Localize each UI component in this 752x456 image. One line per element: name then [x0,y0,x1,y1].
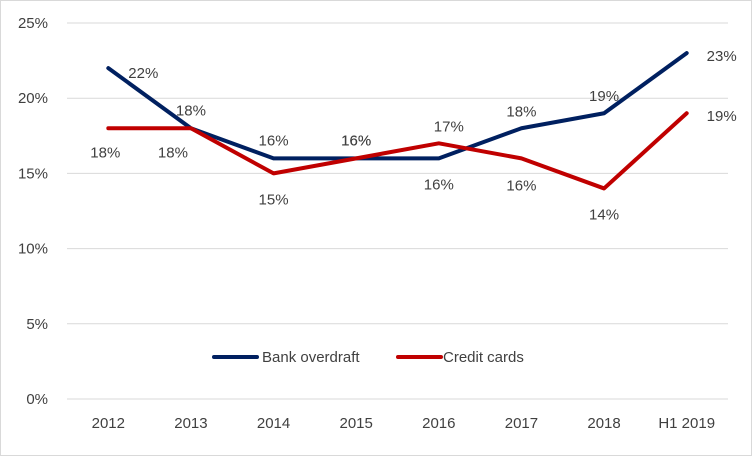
data-label: 16% [259,132,289,149]
legend: Bank overdraft Credit cards [212,349,524,366]
x-tick-label: 2014 [257,415,290,432]
x-tick-label: 2018 [587,415,620,432]
y-axis: 0% 5% 10% 15% 20% 25% [18,15,48,408]
x-tick-label: H1 2019 [658,415,715,432]
data-label: 15% [259,191,289,208]
data-label: 16% [506,177,536,194]
series-line-bank-overdraft [106,51,689,161]
y-tick-label: 5% [26,316,48,333]
legend-label: Bank overdraft [262,349,360,366]
x-tick-label: 2017 [505,415,538,432]
data-label: 19% [707,108,737,125]
data-label: 16% [341,132,371,149]
data-label: 16% [424,176,454,193]
x-tick-label: 2016 [422,415,455,432]
x-tick-label: 2013 [174,415,207,432]
y-tick-label: 10% [18,241,48,258]
y-tick-label: 0% [26,391,48,408]
data-label: 19% [589,88,619,105]
data-label: 17% [434,118,464,135]
x-axis: 2012 2013 2014 2015 2016 2017 2018 H1 2019 [92,415,715,432]
data-labels: 22% 18% 16% 16% 16% 18% 19% 23% 18% 18% 15% 16% 17% 1… [90,48,736,223]
data-label: 18% [506,103,536,120]
y-tick-label: 25% [18,15,48,32]
data-label: 16% [341,132,371,149]
data-label: 18% [176,102,206,119]
data-label: 14% [589,206,619,223]
series-line-credit-cards [106,111,689,191]
y-tick-label: 20% [18,90,48,107]
data-label: 23% [707,48,737,65]
data-label: 18% [158,144,188,161]
gridlines [67,22,728,400]
y-tick-label: 15% [18,165,48,182]
data-label: 18% [90,144,120,161]
data-label: 22% [128,65,158,82]
legend-label: Credit cards [443,349,524,366]
x-tick-label: 2012 [92,415,125,432]
x-tick-label: 2015 [340,415,373,432]
series-lines [106,51,689,191]
